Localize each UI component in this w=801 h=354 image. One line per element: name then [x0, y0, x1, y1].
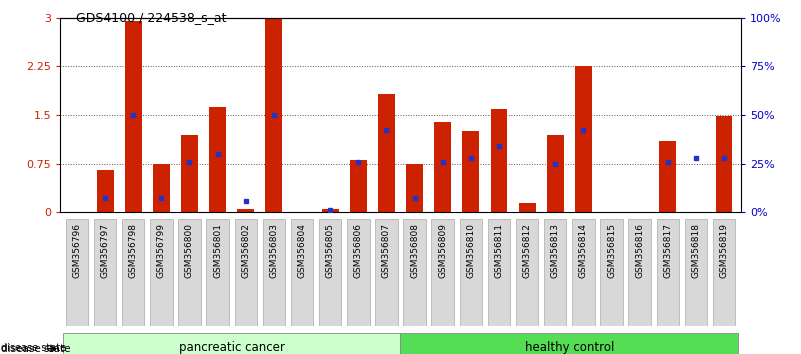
Text: GSM356804: GSM356804: [297, 223, 307, 278]
Text: disease state: disease state: [1, 344, 70, 354]
Text: GSM356803: GSM356803: [269, 223, 279, 278]
Bar: [209, 107, 226, 212]
Text: disease state: disease state: [2, 343, 66, 353]
Bar: [375, 219, 397, 326]
Bar: [400, 333, 738, 354]
Bar: [519, 202, 536, 212]
Text: GSM356808: GSM356808: [410, 223, 419, 278]
Text: GSM356802: GSM356802: [241, 223, 250, 278]
Bar: [715, 116, 732, 212]
Bar: [406, 164, 423, 212]
Bar: [544, 219, 566, 326]
Text: GSM356800: GSM356800: [185, 223, 194, 278]
Bar: [659, 141, 676, 212]
Bar: [685, 219, 707, 326]
Text: GSM356817: GSM356817: [663, 223, 672, 278]
Text: GSM356807: GSM356807: [382, 223, 391, 278]
Text: GSM356811: GSM356811: [494, 223, 504, 278]
Text: GSM356801: GSM356801: [213, 223, 222, 278]
Bar: [63, 333, 400, 354]
Bar: [125, 21, 142, 212]
Text: GSM356816: GSM356816: [635, 223, 644, 278]
Bar: [462, 131, 479, 212]
Text: GSM356796: GSM356796: [72, 223, 82, 278]
Bar: [66, 219, 88, 326]
Bar: [265, 18, 282, 212]
Text: GSM356813: GSM356813: [551, 223, 560, 278]
Text: GSM356797: GSM356797: [101, 223, 110, 278]
Bar: [291, 219, 313, 326]
Bar: [263, 219, 285, 326]
Bar: [657, 219, 679, 326]
Bar: [235, 219, 257, 326]
Text: GSM356815: GSM356815: [607, 223, 616, 278]
Bar: [713, 219, 735, 326]
Bar: [97, 170, 114, 212]
Text: GSM356798: GSM356798: [129, 223, 138, 278]
Text: pancreatic cancer: pancreatic cancer: [179, 342, 284, 354]
Bar: [319, 219, 341, 326]
Bar: [600, 219, 622, 326]
Bar: [150, 219, 172, 326]
Bar: [575, 67, 592, 212]
Bar: [347, 219, 369, 326]
Text: GSM356810: GSM356810: [466, 223, 475, 278]
Bar: [434, 121, 451, 212]
Text: GSM356806: GSM356806: [354, 223, 363, 278]
Bar: [629, 219, 651, 326]
Text: GSM356812: GSM356812: [522, 223, 532, 278]
Text: healthy control: healthy control: [525, 342, 614, 354]
Text: GSM356809: GSM356809: [438, 223, 447, 278]
Bar: [488, 219, 510, 326]
Bar: [237, 209, 254, 212]
Bar: [378, 94, 395, 212]
Text: GSM356819: GSM356819: [719, 223, 729, 278]
Text: GSM356799: GSM356799: [157, 223, 166, 278]
Bar: [547, 135, 564, 212]
Bar: [153, 164, 170, 212]
Text: GSM356818: GSM356818: [691, 223, 700, 278]
Bar: [572, 219, 594, 326]
Bar: [404, 219, 426, 326]
Bar: [322, 209, 339, 212]
Bar: [350, 160, 367, 212]
Text: GDS4100 / 224538_s_at: GDS4100 / 224538_s_at: [76, 11, 227, 24]
Bar: [460, 219, 482, 326]
Bar: [94, 219, 116, 326]
Bar: [122, 219, 144, 326]
Text: GSM356805: GSM356805: [326, 223, 335, 278]
Bar: [516, 219, 538, 326]
Bar: [179, 219, 201, 326]
Bar: [432, 219, 454, 326]
Bar: [181, 135, 198, 212]
Text: GSM356814: GSM356814: [579, 223, 588, 278]
Bar: [490, 109, 507, 212]
Bar: [207, 219, 229, 326]
